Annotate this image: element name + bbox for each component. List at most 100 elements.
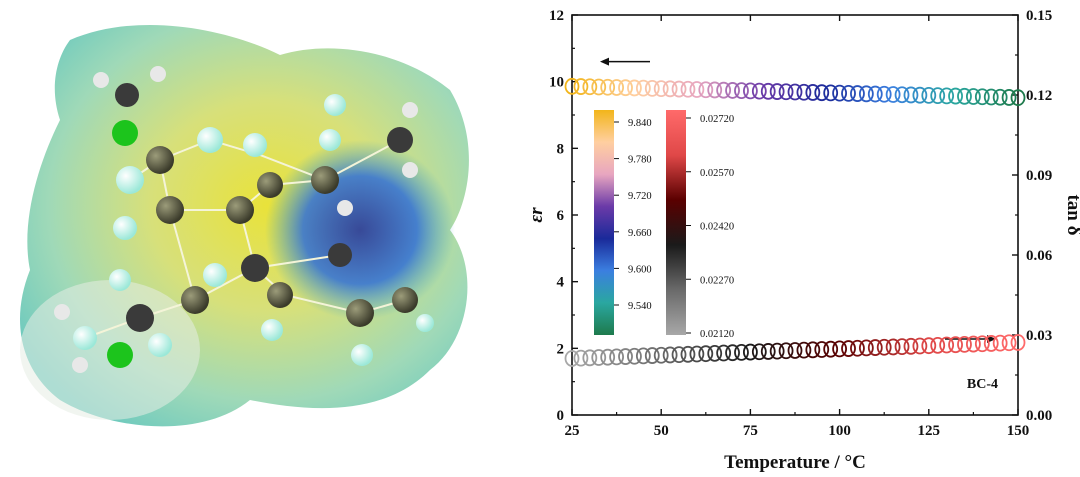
data-point: [600, 348, 616, 366]
colorbar-tick-label: 9.660: [628, 228, 652, 239]
data-point: [841, 340, 856, 357]
data-point: [662, 346, 678, 364]
x-tick-label: 75: [743, 423, 758, 439]
colorbar-tand: [666, 110, 686, 335]
data-point: [957, 335, 972, 353]
colorbar-tick-label: 9.840: [628, 118, 652, 129]
colorbar-tick-label: 9.540: [628, 301, 652, 312]
data-point: [698, 81, 714, 99]
series-tand: [564, 334, 1026, 367]
data-point: [734, 343, 749, 361]
data-point: [867, 339, 883, 356]
colorbar-tick-label: 0.02120: [700, 329, 734, 340]
data-point: [921, 87, 937, 104]
data-point: [564, 350, 580, 367]
data-point: [627, 347, 642, 365]
data-point: [653, 80, 669, 97]
colorbar-tick-label: 0.02720: [700, 114, 734, 125]
data-point: [734, 82, 749, 100]
colorbar-tick-label: 9.720: [628, 191, 652, 202]
data-point: [778, 342, 794, 360]
data-point: [930, 87, 946, 105]
data-point: [662, 80, 678, 98]
data-point: [716, 81, 732, 99]
y-right-tick-label: 0.03: [1026, 328, 1052, 344]
data-point: [760, 82, 776, 100]
x-axis-label: Temperature / °C: [724, 452, 866, 473]
data-point: [948, 87, 963, 105]
data-point: [948, 336, 963, 354]
y-left-tick-label: 6: [557, 208, 565, 224]
x-tick-label: 125: [918, 423, 941, 439]
data-point: [841, 84, 856, 102]
data-point: [921, 337, 937, 355]
data-point: [689, 81, 705, 98]
dielectric-chart: 25 50 75 100 125 150 0 2 4 6 8 10 12 0.00 0.03 0.06 0.09…: [526, 8, 1080, 473]
molecular-esp-surface-image: [20, 24, 469, 427]
data-point: [876, 85, 892, 103]
data-point: [573, 78, 589, 95]
colorbar-tick-label: 9.780: [628, 155, 652, 166]
data-point: [805, 341, 821, 359]
molecule-atoms: [54, 66, 434, 373]
data-point: [769, 83, 785, 100]
data-point: [1001, 334, 1017, 352]
data-point: [600, 78, 616, 96]
data-point: [823, 340, 839, 358]
data-point: [778, 83, 794, 101]
data-point: [671, 346, 687, 364]
data-point: [644, 347, 660, 364]
data-point: [680, 80, 696, 98]
data-point: [591, 78, 607, 96]
data-point: [992, 88, 1008, 106]
colorbar-tick-label: 0.02270: [700, 275, 734, 286]
data-point: [1010, 334, 1026, 351]
colorbar-tick-label: 0.02570: [700, 168, 734, 179]
data-point: [671, 80, 687, 98]
data-point: [618, 348, 633, 365]
colorbar-tick-label: 9.600: [628, 264, 652, 275]
data-point: [609, 79, 624, 96]
data-point: [653, 346, 669, 364]
y-right-tick-label: 0.09: [1026, 168, 1052, 184]
x-tick-label: 50: [654, 423, 669, 439]
data-point: [814, 341, 830, 358]
data-point: [823, 84, 839, 102]
data-point: [957, 87, 972, 105]
data-point: [707, 344, 723, 362]
axis-labels: BC-4 Temperature / °C εr tan δ: [526, 194, 1080, 473]
data-point: [760, 343, 776, 360]
data-point: [814, 84, 830, 102]
data-point: [796, 83, 812, 101]
plot-axes: 25 50 75 100 125 150 0 2 4 6 8 10 12 0.00 0.03 0.06 0.09…: [549, 8, 1053, 439]
colorbars: 9.840 9.780 9.720 9.660 9.600 9.540 0.02720 0.0…: [594, 110, 734, 340]
series-er: [564, 77, 1026, 107]
x-tick-label: 25: [565, 423, 580, 439]
data-point: [689, 345, 705, 363]
data-point: [858, 339, 874, 357]
data-point: [939, 336, 955, 354]
data-point: [858, 85, 874, 103]
data-point: [769, 342, 785, 360]
data-point: [564, 77, 580, 95]
plot-frame: [571, 14, 1019, 416]
data-point: [609, 348, 624, 366]
x-tick-label: 150: [1007, 423, 1030, 439]
data-point: [751, 343, 767, 361]
data-point: [876, 338, 892, 356]
y-right-tick-label: 0.00: [1026, 408, 1052, 424]
data-point: [582, 78, 598, 96]
y-right-axis-label: tan δ: [1063, 194, 1080, 235]
data-point: [867, 85, 883, 103]
data-point: [742, 82, 758, 100]
y-left-tick-label: 8: [557, 141, 565, 157]
plot-series: [564, 77, 1026, 367]
y-left-tick-label: 12: [549, 8, 564, 24]
data-point: [635, 79, 651, 97]
y-right-tick-label: 0.06: [1026, 248, 1053, 264]
data-point: [912, 86, 928, 104]
data-point: [903, 337, 919, 355]
data-point: [930, 336, 946, 354]
data-point: [1001, 89, 1017, 106]
y-right-tick-label: 0.12: [1026, 88, 1052, 104]
